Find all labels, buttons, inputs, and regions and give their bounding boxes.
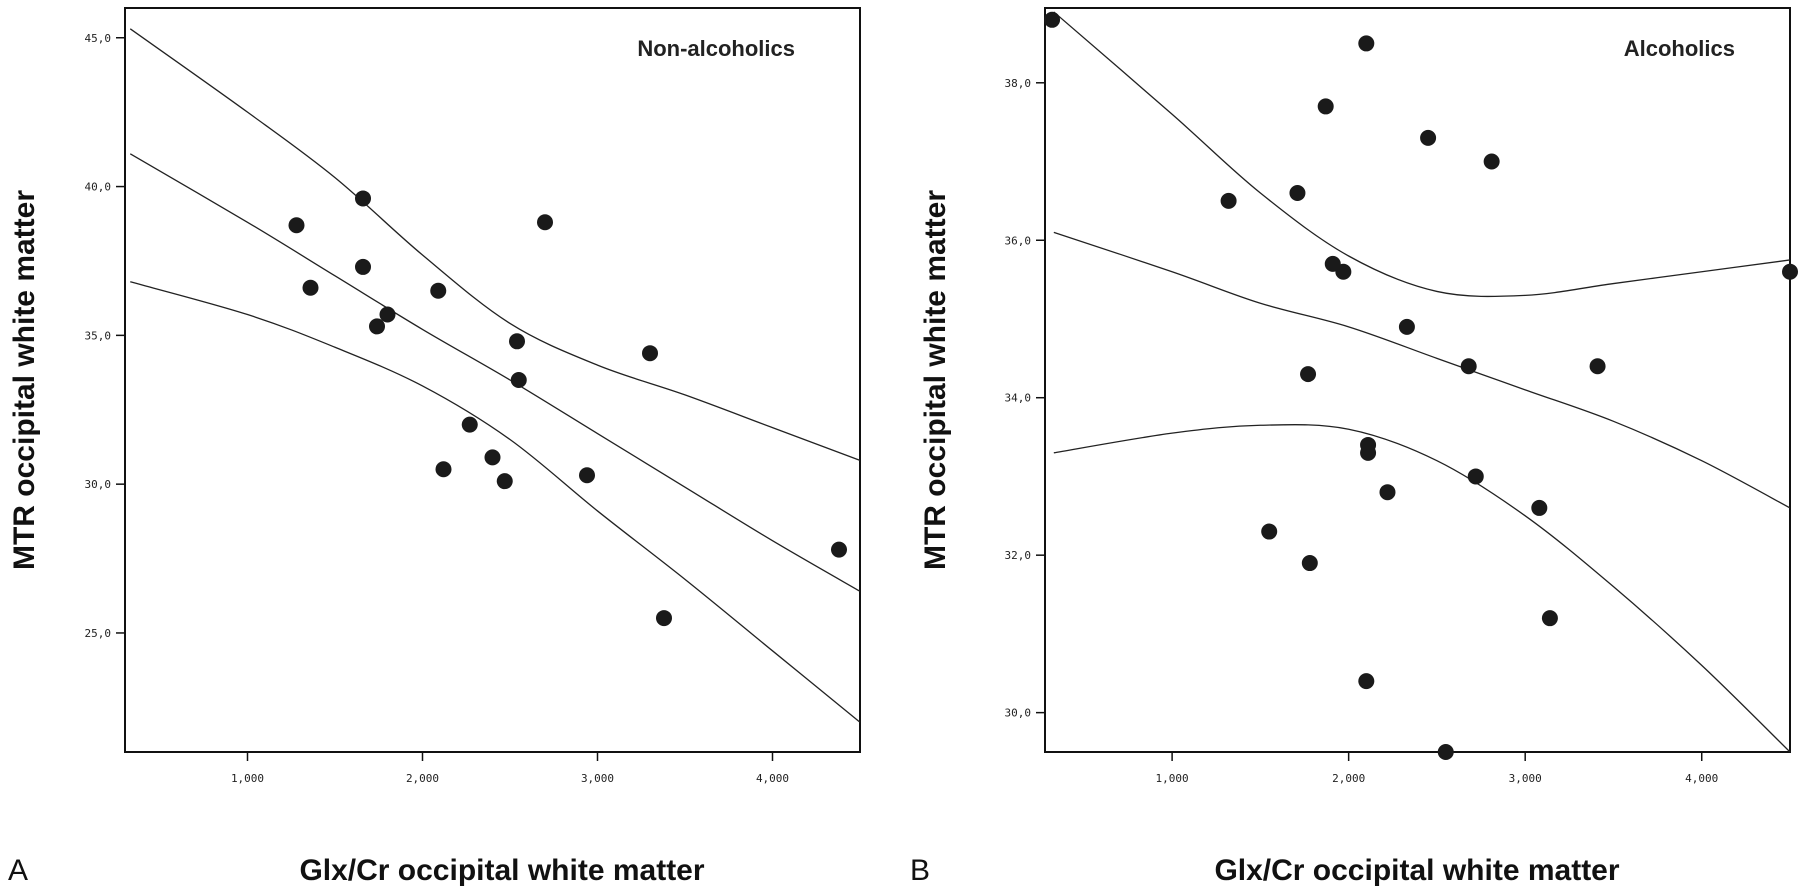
data-point <box>1379 484 1396 501</box>
y-tick-label: 35,0 <box>85 329 112 342</box>
y-axis-title: MTR occipital white matter <box>8 190 41 570</box>
panel-b: 30,0 32,0 34,0 36,0 38,0 1,000 2,000 3,000 4,000… <box>910 7 1798 887</box>
plot-frame <box>1044 7 1791 753</box>
data-point <box>302 279 319 296</box>
x-axis-title: Glx/Cr occipital white matter <box>299 854 704 887</box>
plot-frame <box>124 7 861 753</box>
line-lower <box>1053 424 1791 753</box>
data-point <box>484 449 501 466</box>
panel-letter: A <box>8 854 28 887</box>
data-point <box>1301 555 1318 572</box>
data-point <box>1531 499 1548 516</box>
data-point <box>1358 35 1375 52</box>
x-tick-label: 3,000 <box>1509 772 1542 785</box>
data-point <box>1541 610 1558 627</box>
data-point <box>831 541 847 558</box>
data-point <box>1589 358 1606 375</box>
data-point <box>510 372 527 388</box>
data-point <box>355 190 371 207</box>
y-axis-title: MTR occipital white matter <box>919 190 952 570</box>
data-point <box>1483 153 1500 170</box>
line-fit <box>129 153 861 592</box>
y-tick-label: 30,0 <box>1005 707 1032 720</box>
data-point <box>461 416 478 433</box>
data-point <box>1467 468 1484 485</box>
x-tick-label: 1,000 <box>1156 772 1189 785</box>
data-point <box>288 217 305 234</box>
panel-letter: B <box>910 854 930 887</box>
y-tick-label: 30,0 <box>85 478 112 491</box>
x-tick-label: 4,000 <box>756 772 789 785</box>
data-point <box>1460 358 1477 375</box>
data-point <box>579 467 595 484</box>
data-point <box>642 345 658 362</box>
data-point <box>1437 744 1454 760</box>
data-point <box>1044 11 1061 28</box>
data-point <box>1289 185 1306 202</box>
data-point <box>1300 366 1317 383</box>
data-point <box>1420 129 1437 146</box>
data-point <box>1360 444 1377 461</box>
line-upper <box>129 28 861 461</box>
y-tick-label: 34,0 <box>1005 392 1032 405</box>
data-point <box>1261 523 1278 540</box>
line-upper <box>1053 11 1791 298</box>
x-axis-title: Glx/Cr occipital white matter <box>1214 854 1619 887</box>
data-point <box>656 610 672 627</box>
x-tick-label: 2,000 <box>406 772 439 785</box>
data-point <box>430 282 447 299</box>
x-tick-label: 1,000 <box>231 772 264 785</box>
line-fit <box>1053 231 1791 509</box>
data-point <box>435 461 452 478</box>
y-tick-label: 40,0 <box>85 181 112 194</box>
data-point <box>1398 318 1415 335</box>
data-point <box>1782 263 1798 280</box>
data-point <box>1358 673 1375 690</box>
data-point <box>509 333 525 350</box>
y-tick-label: 45,0 <box>85 32 112 45</box>
y-tick-label: 38,0 <box>1005 77 1032 90</box>
data-point <box>537 214 553 231</box>
data-point <box>1220 192 1237 209</box>
x-tick-label: 3,000 <box>581 772 614 785</box>
group-annotation: Non-alcoholics <box>637 36 795 61</box>
data-point <box>379 306 396 323</box>
data-point <box>369 318 385 335</box>
data-point <box>1335 263 1352 280</box>
group-annotation: Alcoholics <box>1624 36 1735 61</box>
panel-a: 25,0 30,0 35,0 40,0 45,0 1,000 2,000 3,000 4,000… <box>8 7 861 887</box>
y-tick-label: 32,0 <box>1005 549 1032 562</box>
data-point <box>1317 98 1334 115</box>
y-tick-label: 36,0 <box>1005 234 1032 247</box>
x-tick-label: 4,000 <box>1685 772 1718 785</box>
line-lower <box>130 281 861 723</box>
data-point <box>355 258 371 275</box>
y-tick-label: 25,0 <box>85 627 112 640</box>
data-point <box>496 473 513 490</box>
x-tick-label: 2,000 <box>1332 772 1365 785</box>
